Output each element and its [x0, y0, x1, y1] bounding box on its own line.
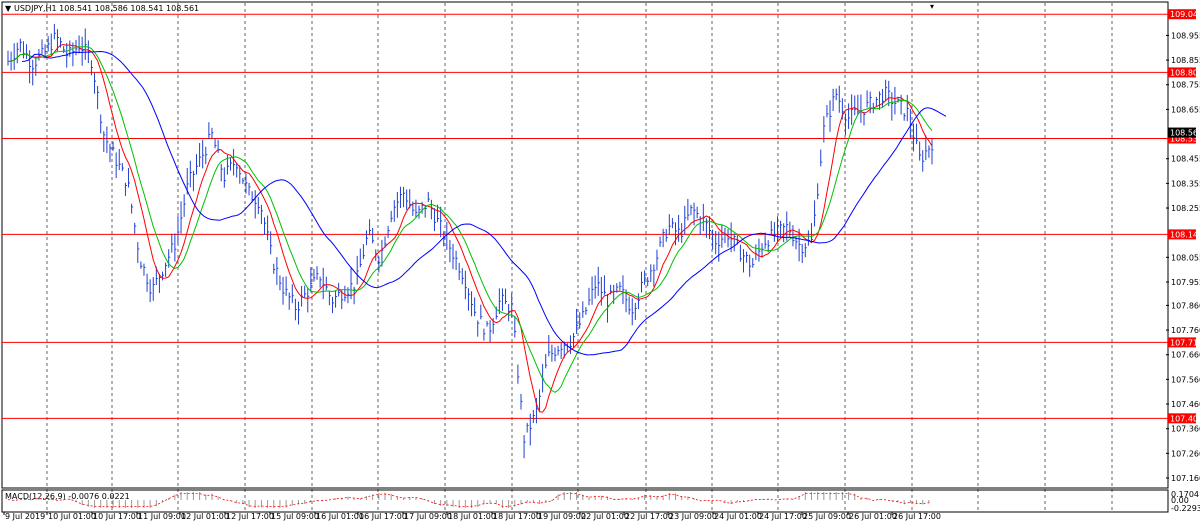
time-label: 23 Jul 09:00 [669, 512, 717, 521]
price-label: 107.860 [1171, 301, 1200, 310]
price-label: 107.360 [1171, 425, 1200, 434]
time-label: 18 Jul 01:00 [448, 512, 496, 521]
hline-label-bg [1168, 133, 1196, 144]
price-label: 107.460 [1171, 400, 1200, 409]
macd-scale-label: -0.2293 [1171, 504, 1200, 513]
price-label: 108.355 [1171, 179, 1200, 188]
price-label: 108.955 [1171, 31, 1200, 40]
chart-frame [1, 1, 1169, 489]
triangle-down-icon[interactable]: ▼ [5, 4, 12, 13]
time-label: 16 Jul 01:00 [316, 512, 364, 521]
time-label: 12 Jul 17:00 [226, 512, 274, 521]
current-price-bg [1168, 127, 1196, 138]
macd-frame [1, 489, 1169, 513]
hline-label-bg [1168, 67, 1196, 78]
hline-label: 108.805 [1170, 68, 1200, 77]
price-label: 108.655 [1171, 105, 1200, 114]
time-label: 10 Jul 01:00 [48, 512, 96, 521]
price-label: 107.260 [1171, 449, 1200, 458]
time-label: 19 Jul 09:00 [538, 512, 586, 521]
macd-panel: MACD(12,26,9) -0.0076 0.0221 0.17040.00-… [5, 490, 1200, 513]
price-label: 107.760 [1171, 326, 1200, 335]
time-label: 18 Jul 17:00 [493, 512, 541, 521]
moving-averages [7, 43, 947, 413]
macd-scale-label: 0.1704 [1171, 490, 1199, 499]
price-label: 108.055 [1171, 253, 1200, 262]
hline-label: 108.537 [1170, 134, 1200, 143]
time-label: 16 Jul 17:00 [359, 512, 407, 521]
time-label: 10 Jul 17:00 [93, 512, 141, 521]
price-label: 108.455 [1171, 155, 1200, 164]
current-price-label: 108.561 [1170, 129, 1200, 138]
hline-label-bg [1168, 413, 1196, 424]
time-label: 25 Jul 09:00 [803, 512, 851, 521]
hline-label-bg [1168, 337, 1196, 348]
hline-label-bg [1168, 229, 1196, 240]
price-label: 107.160 [1171, 474, 1200, 483]
time-label: 26 Jul 17:00 [893, 512, 941, 521]
hline-label: 107.710 [1170, 338, 1200, 347]
time-label: 24 Jul 01:00 [714, 512, 762, 521]
hline-label-bg [1168, 9, 1196, 20]
chart-header: ▼ USDJPY,H1 108.541 108.586 108.541 108.… [5, 2, 934, 13]
hline-label: 109.041 [1170, 10, 1200, 19]
time-label: 22 Jul 01:00 [581, 512, 629, 521]
macd-label: MACD(12,26,9) -0.0076 0.0221 [5, 492, 130, 501]
time-label: 9 Jul 2019 [5, 512, 45, 521]
price-bars [7, 23, 934, 459]
time-label: 12 Jul 01:00 [181, 512, 229, 521]
time-label: 26 Jul 01:00 [849, 512, 897, 521]
vertical-grid [46, 3, 1113, 512]
horizontal-lines: 109.041 108.805 108.537 108.148 107.710 107.4… [2, 9, 1200, 424]
price-axis: 108.955 108.855 108.755 108.655 108.455 108.3… [1166, 31, 1200, 483]
moving-average-line [7, 43, 933, 413]
hline-label: 107.402 [1170, 414, 1200, 423]
time-label: 22 Jul 17:00 [625, 512, 673, 521]
price-label: 108.755 [1171, 81, 1200, 90]
scroll-arrow-icon[interactable]: ▾ [930, 2, 934, 11]
time-label: 15 Jul 09:00 [271, 512, 319, 521]
price-label: 107.560 [1171, 375, 1200, 384]
time-label: 24 Jul 17:00 [759, 512, 807, 521]
time-label: 11 Jul 09:00 [138, 512, 186, 521]
price-label: 108.255 [1171, 204, 1200, 213]
price-label: 107.660 [1171, 351, 1200, 360]
time-label: 17 Jul 09:00 [404, 512, 452, 521]
hline-label: 108.148 [1170, 230, 1200, 239]
moving-average-line [7, 45, 933, 393]
price-label: 108.855 [1171, 56, 1200, 65]
macd-signal-line [7, 493, 929, 507]
moving-average-line [21, 50, 947, 356]
macd-scale-label: 0.00 [1171, 496, 1189, 505]
price-label: 107.955 [1171, 278, 1200, 287]
chart-title: USDJPY,H1 108.541 108.586 108.541 108.56… [14, 4, 199, 13]
